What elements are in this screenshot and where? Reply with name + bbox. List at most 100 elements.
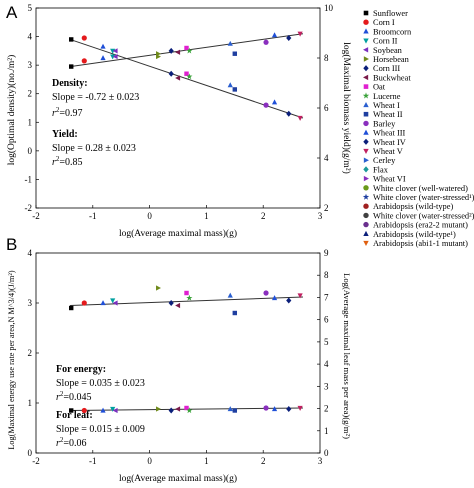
legend-label: Wheat IV [373,138,406,147]
legend-item: Corn I [363,18,395,27]
legend-marker [363,138,369,145]
legend-marker [363,129,369,135]
energy-r2: r2=0.045 [56,390,92,403]
legend-item: Corn III [363,64,400,73]
x-tick-label: 2 [261,211,266,221]
legend-item: Wheat II [363,110,403,119]
yield-point [81,58,87,64]
density-point [227,82,233,88]
density-point [112,48,118,54]
y-left-tick-label: -1 [25,174,33,184]
y-right-tick-label: 1 [324,426,329,436]
legend-item: Wheat V [363,147,403,156]
legend-item: Arabidopsis (era2-2 mutant) [363,221,468,230]
legend-marker [362,92,370,99]
legend-label: Buckwheat [373,73,411,82]
legend-item: Wheat I [363,101,400,110]
x-tick-label: -2 [32,211,40,221]
energy-point [297,293,303,299]
energy-point [175,302,181,309]
legend-item: White clover (water-stressed¹) [362,193,474,202]
density-point [286,110,292,117]
legend-label: Corn I [373,18,395,27]
density-slope: Slope = -0.72 ± 0.023 [52,92,139,103]
legend-item: Barley [363,119,396,128]
y-right-tick-label: 0 [324,448,329,458]
y-right-tick-label: 10 [324,3,334,13]
density-point [271,99,278,105]
legend-marker [363,148,369,154]
legend-item: Arabidopsis (wild-type) [363,202,453,211]
y-right-tick-label: 5 [324,337,329,347]
energy-point [184,290,189,296]
x-tick-label: 3 [318,456,323,466]
energy-label: For energy: [56,364,106,375]
panel-b-label: B [6,235,17,254]
legend-label: White clover (well-watered) [373,184,468,193]
legend-label: Corn II [373,37,398,46]
yield-point [175,49,181,55]
energy-fit-line [70,296,303,306]
y-left-tick-label: 4 [28,32,33,42]
legend-label: Wheat VI [373,175,406,184]
yield-point [232,51,238,56]
yield-slope: Slope = 0.28 ± 0.023 [52,143,136,154]
y-left-tick-label: 2 [28,89,33,99]
legend-item: Sunflower [363,9,408,18]
legend-marker [363,240,369,246]
density-point [168,70,174,77]
leaf-point [112,407,118,414]
legend-marker [363,56,369,62]
x-tick-label: 0 [147,456,152,466]
panel-a-ylabel-left: log(Optimal density)(no./m²) [6,55,17,166]
legend-label: Arabidopsis (wild-type¹) [373,230,456,239]
legend-label: Barley [373,119,396,128]
y-right-tick-label: 3 [324,381,329,391]
leaf-point [100,407,106,413]
leaf-r2: r2=0.06 [56,436,87,449]
legend-label: Cerley [373,156,396,165]
legend-marker [362,193,370,200]
yield-point [112,53,118,60]
energy-point [168,300,174,306]
legend-marker [363,111,369,117]
legend-marker [363,230,369,236]
yield-point [227,40,233,46]
legend-marker [363,74,369,81]
y-left-tick-label: 5 [28,3,33,13]
x-tick-label: -2 [32,456,40,466]
density-point [232,87,238,92]
legend-label: Wheat I [373,101,400,110]
leaf-point [156,406,161,412]
legend-item: Wheat VI [363,175,406,184]
yield-point [184,45,189,51]
density-point [184,71,189,76]
energy-point [271,295,278,301]
energy-point [186,294,193,301]
y-right-tick-label: 9 [324,248,329,258]
legend-item: White clover (water-stressed²) [363,211,474,220]
legend-marker [363,38,369,44]
y-right-tick-label: 2 [324,203,329,213]
density-point [297,115,303,121]
yield-point [297,31,303,37]
y-left-tick-label: 0 [28,448,33,458]
yield-point [156,51,161,57]
density-label: Density: [52,78,88,89]
x-tick-label: 1 [204,456,209,466]
y-left-tick-label: 1 [28,398,33,408]
yield-point [168,47,174,54]
leaf-point [297,405,303,411]
legend-label: Arabidopsis (abi1-1 mutant) [373,239,468,248]
panel-a-ylabel-right: log(Maximal biomass yield)(g/m²) [341,42,352,174]
x-tick-label: -1 [89,211,97,221]
y-left-tick-label: 3 [28,60,33,70]
panel-b-ylabel-left: Log(Maximal energy use rate per area,N M… [7,270,16,449]
leaf-point [81,407,87,414]
legend-label: Soybean [373,46,403,55]
leaf-slope: Slope = 0.015 ± 0.009 [56,424,145,435]
